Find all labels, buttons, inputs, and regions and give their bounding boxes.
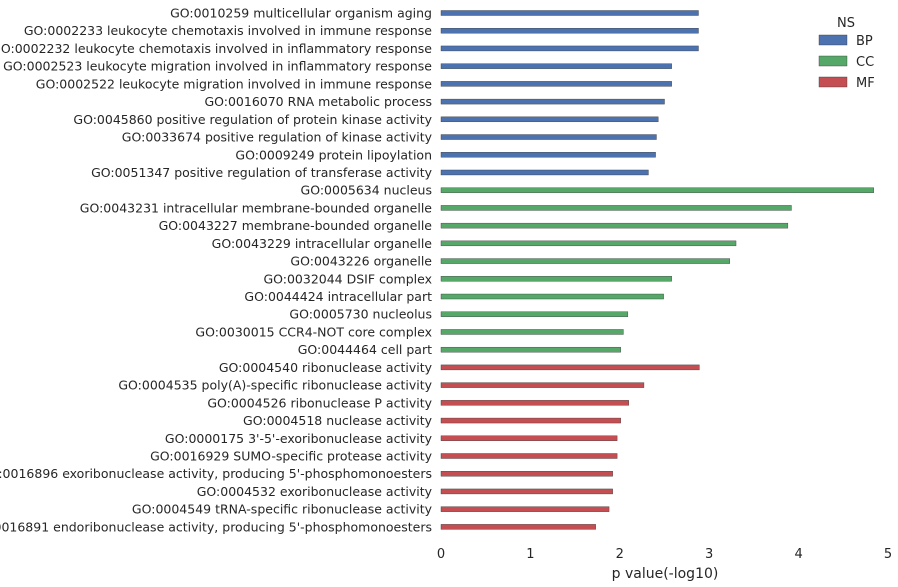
category-label: GO:0005730 nucleolus <box>289 307 432 322</box>
category-label: GO:0002522 leukocyte migration involved … <box>36 76 433 91</box>
bar-cc <box>440 205 792 211</box>
bar-bp <box>440 169 649 176</box>
bar-mf <box>440 382 645 388</box>
x-tick-label: 1 <box>526 547 534 562</box>
legend-title: NS <box>837 16 855 31</box>
bar-cc <box>440 187 874 193</box>
category-label: GO:0044424 intracellular part <box>244 289 432 304</box>
category-label: GO:0016929 SUMO-specific protease activi… <box>150 449 432 464</box>
category-label: GO:0005634 nucleus <box>301 183 432 198</box>
x-axis-title: p value(-log10) <box>612 566 719 582</box>
bar-mf <box>440 488 613 495</box>
category-label: GO:0045860 positive regulation of protei… <box>73 112 432 127</box>
category-label: GO:0000175 3'-5'-exoribonuclease activit… <box>165 431 433 446</box>
legend-swatch-bp <box>818 34 848 46</box>
bar-cc <box>440 311 629 317</box>
bar-cc <box>440 258 730 264</box>
bar-bp <box>440 10 699 16</box>
bar-mf <box>440 417 621 424</box>
legend: NS BP CC MF <box>818 16 875 91</box>
bar-mf <box>440 364 700 371</box>
x-tick-label: 4 <box>794 547 802 562</box>
category-label: GO:0004526 ribonuclease P activity <box>207 395 432 410</box>
category-label: GO:0043226 organelle <box>290 254 432 269</box>
category-label: GO:0004518 nuclease activity <box>243 413 433 428</box>
category-labels-group: GO:0010259 multicellular organism aging G… <box>0 6 433 535</box>
category-label: GO:0004535 poly(A)-specific ribonuclease… <box>118 378 432 393</box>
category-label: GO:0033674 positive regulation of kinase… <box>122 130 433 145</box>
legend-items-group: BP CC MF <box>818 34 875 91</box>
category-label: GO:0032044 DSIF complex <box>263 271 432 286</box>
bar-bp <box>440 28 699 34</box>
bars-group <box>440 10 874 530</box>
category-label: GO:0004532 exoribonuclease activity <box>197 484 433 499</box>
bar-cc <box>440 240 737 247</box>
legend-swatch-cc <box>818 55 848 67</box>
x-tick-label: 2 <box>616 547 624 562</box>
category-label: GO:0016070 RNA metabolic process <box>204 94 432 109</box>
bar-bp <box>440 116 659 123</box>
bar-mf <box>440 506 610 512</box>
bar-mf <box>440 524 596 530</box>
bar-cc <box>440 329 624 335</box>
category-label: GO:0009249 protein lipoylation <box>235 147 432 162</box>
category-label: GO:0004549 tRNA-specific ribonuclease ac… <box>132 502 433 517</box>
legend-label-cc: CC <box>856 55 874 70</box>
x-axis-ticks-group: 0 1 2 3 4 5 <box>437 547 892 562</box>
category-label: GO:0016896 exoribonuclease activity, pro… <box>0 466 432 481</box>
bar-cc <box>440 293 664 300</box>
bar-mf <box>440 453 618 459</box>
category-label: GO:0010259 multicellular organism aging <box>170 6 432 21</box>
category-label: GO:0030015 CCR4-NOT core complex <box>195 324 432 339</box>
bar-cc <box>440 346 621 353</box>
bar-bp <box>440 98 665 105</box>
category-label: GO:0002523 leukocyte migration involved … <box>3 59 432 74</box>
bar-mf <box>440 435 618 441</box>
bar-bp <box>440 45 699 52</box>
bar-bp <box>440 81 672 87</box>
legend-label-bp: BP <box>856 34 873 49</box>
category-label: GO:0002233 leukocyte chemotaxis involved… <box>24 23 432 38</box>
x-tick-label: 5 <box>884 547 892 562</box>
bar-mf <box>440 400 629 406</box>
legend-label-mf: MF <box>856 76 875 91</box>
category-label: GO:0043231 intracellular membrane-bounde… <box>80 200 433 215</box>
category-label: GO:0043229 intracellular organelle <box>212 236 433 251</box>
x-tick-label: 3 <box>705 547 713 562</box>
category-label: GO:0051347 positive regulation of transf… <box>91 165 433 180</box>
category-label: GO:0002232 leukocyte chemotaxis involved… <box>0 41 432 56</box>
bar-cc <box>440 222 789 229</box>
category-label: GO:0044464 cell part <box>298 342 432 357</box>
legend-swatch-mf <box>818 76 848 88</box>
bar-cc <box>440 276 672 282</box>
bar-bp <box>440 134 657 140</box>
category-label: GO:0016891 endoribonuclease activity, pr… <box>0 519 432 534</box>
x-tick-label: 0 <box>437 547 445 562</box>
bar-bp <box>440 63 672 69</box>
category-label: GO:0004540 ribonuclease activity <box>219 360 433 375</box>
bar-bp <box>440 152 656 158</box>
category-label: GO:0043227 membrane-bounded organelle <box>159 218 433 233</box>
bar-mf <box>440 471 613 477</box>
